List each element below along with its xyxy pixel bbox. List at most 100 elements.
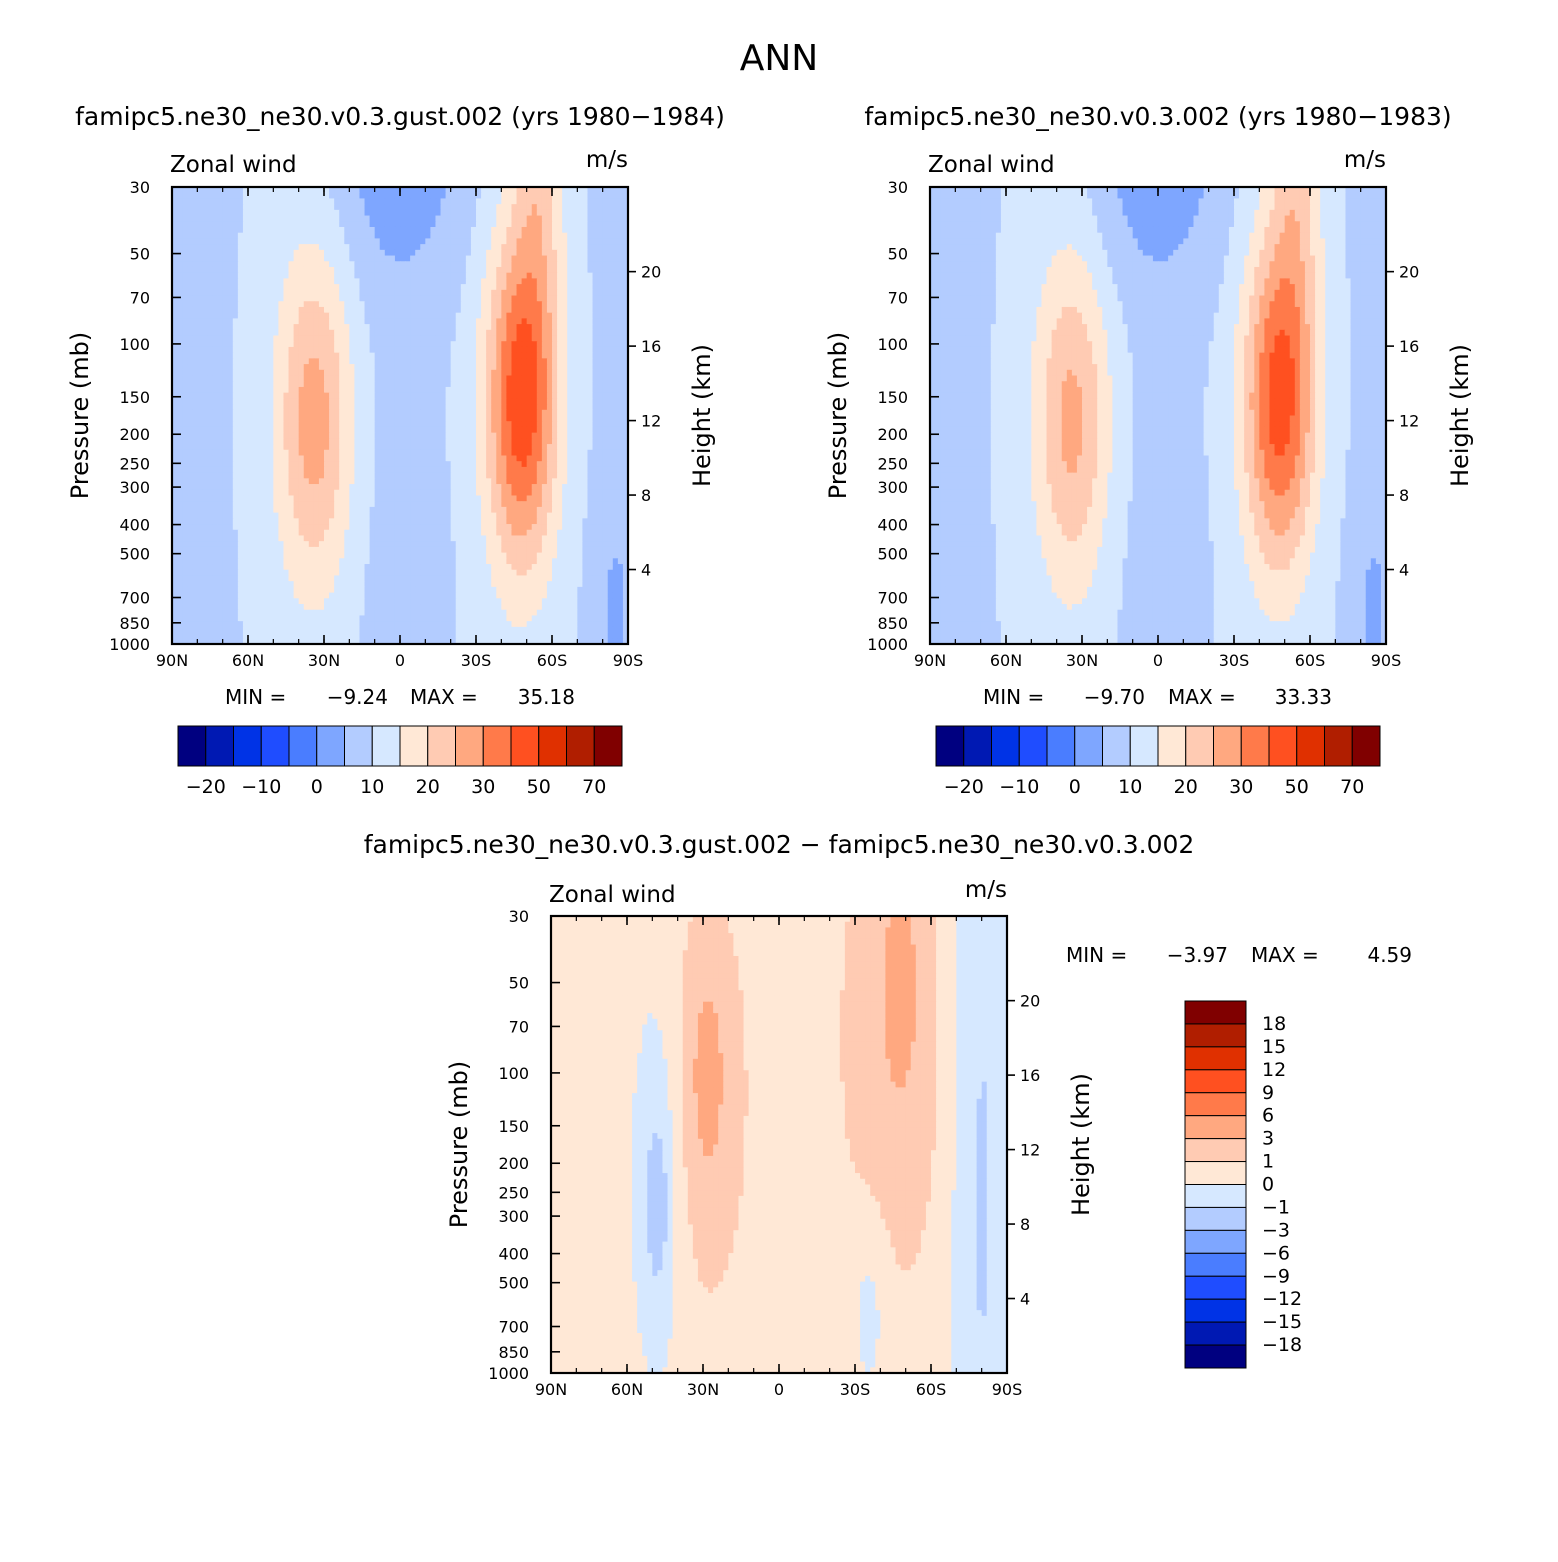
contour-cell bbox=[547, 490, 553, 496]
contour-cell bbox=[329, 341, 335, 347]
contour-cell bbox=[197, 364, 203, 370]
contour-cell bbox=[511, 438, 517, 444]
contour-cell bbox=[446, 450, 452, 456]
contour-cell bbox=[334, 358, 340, 364]
contour-cell bbox=[557, 216, 563, 222]
contour-cell bbox=[567, 450, 573, 456]
contour-cell bbox=[446, 490, 452, 496]
contour-cell bbox=[501, 204, 507, 210]
contour-cell bbox=[441, 244, 447, 250]
contour-cell bbox=[218, 427, 224, 433]
contour-cell bbox=[486, 284, 492, 290]
contour-cell bbox=[430, 204, 436, 210]
contour-cell bbox=[527, 290, 533, 296]
contour-cell bbox=[263, 341, 269, 347]
contour-cell bbox=[618, 404, 624, 410]
contour-cell bbox=[410, 364, 416, 370]
contour-cell bbox=[430, 290, 436, 296]
contour-cell bbox=[273, 198, 279, 204]
contour-cell bbox=[608, 421, 614, 427]
contour-cell bbox=[248, 193, 254, 199]
contour-cell bbox=[547, 267, 553, 273]
contour-cell bbox=[228, 427, 234, 433]
contour-cell bbox=[359, 330, 365, 336]
contour-cell bbox=[481, 421, 487, 427]
contour-cell bbox=[476, 324, 482, 330]
contour-cell bbox=[582, 250, 588, 256]
contour-cell bbox=[481, 353, 487, 359]
contour-cell bbox=[537, 273, 543, 279]
contour-cell bbox=[324, 278, 330, 284]
contour-cell bbox=[486, 461, 492, 467]
contour-cell bbox=[354, 198, 360, 204]
contour-cell bbox=[213, 244, 219, 250]
contour-cell bbox=[582, 484, 588, 490]
contour-cell bbox=[314, 353, 320, 359]
contour-cell bbox=[506, 313, 512, 319]
contour-cell bbox=[577, 341, 583, 347]
contour-cell bbox=[410, 347, 416, 353]
contour-cell bbox=[395, 267, 401, 273]
contour-cell bbox=[319, 313, 325, 319]
contour-cell bbox=[268, 495, 274, 501]
contour-cell bbox=[223, 358, 229, 364]
contour-cell bbox=[289, 193, 295, 199]
contour-cell bbox=[456, 227, 462, 233]
contour-cell bbox=[435, 444, 441, 450]
contour-cell bbox=[395, 484, 401, 490]
contour-cell bbox=[380, 198, 386, 204]
contour-cell bbox=[537, 290, 543, 296]
contour-cell bbox=[283, 193, 289, 199]
contour-cell bbox=[390, 495, 396, 501]
contour-cell bbox=[253, 284, 259, 290]
contour-cell bbox=[314, 364, 320, 370]
contour-cell bbox=[329, 381, 335, 387]
contour-cell bbox=[238, 461, 244, 467]
contour-cell bbox=[461, 290, 467, 296]
contour-cell bbox=[304, 358, 310, 364]
contour-cell bbox=[441, 427, 447, 433]
contour-cell bbox=[557, 330, 563, 336]
contour-cell bbox=[476, 473, 482, 479]
contour-cell bbox=[253, 204, 259, 210]
contour-cell bbox=[461, 433, 467, 439]
contour-cell bbox=[603, 318, 609, 324]
contour-cell bbox=[218, 370, 224, 376]
contour-cell bbox=[501, 455, 507, 461]
contour-cell bbox=[557, 473, 563, 479]
contour-cell bbox=[608, 404, 614, 410]
contour-cell bbox=[228, 370, 234, 376]
contour-cell bbox=[410, 398, 416, 404]
contour-cell bbox=[491, 353, 497, 359]
contour-cell bbox=[192, 193, 198, 199]
contour-cell bbox=[197, 393, 203, 399]
contour-cell bbox=[319, 398, 325, 404]
contour-cell bbox=[415, 381, 421, 387]
contour-cell bbox=[354, 233, 360, 239]
contour-cell bbox=[425, 296, 431, 302]
contour-cell bbox=[511, 490, 517, 496]
contour-cell bbox=[359, 210, 365, 216]
contour-cell bbox=[405, 358, 411, 364]
contour-cell bbox=[567, 318, 573, 324]
contour-cell bbox=[456, 478, 462, 484]
contour-cell bbox=[385, 221, 391, 227]
contour-cell bbox=[501, 238, 507, 244]
contour-cell bbox=[283, 204, 289, 210]
contour-cell bbox=[557, 416, 563, 422]
contour-cell bbox=[435, 478, 441, 484]
contour-cell bbox=[425, 273, 431, 279]
contour-cell bbox=[228, 341, 234, 347]
contour-cell bbox=[456, 433, 462, 439]
contour-cell bbox=[334, 495, 340, 501]
minmax-control: MIN = −9.70 MAX = 33.33 bbox=[983, 685, 1332, 709]
contour-cell bbox=[430, 387, 436, 393]
contour-cell bbox=[233, 210, 239, 216]
contour-cell bbox=[349, 473, 355, 479]
contour-cell bbox=[202, 256, 208, 262]
contour-cell bbox=[248, 313, 254, 319]
contour-cell bbox=[511, 421, 517, 427]
contour-cell bbox=[587, 238, 593, 244]
contour-cell bbox=[441, 238, 447, 244]
contour-cell bbox=[517, 193, 523, 199]
